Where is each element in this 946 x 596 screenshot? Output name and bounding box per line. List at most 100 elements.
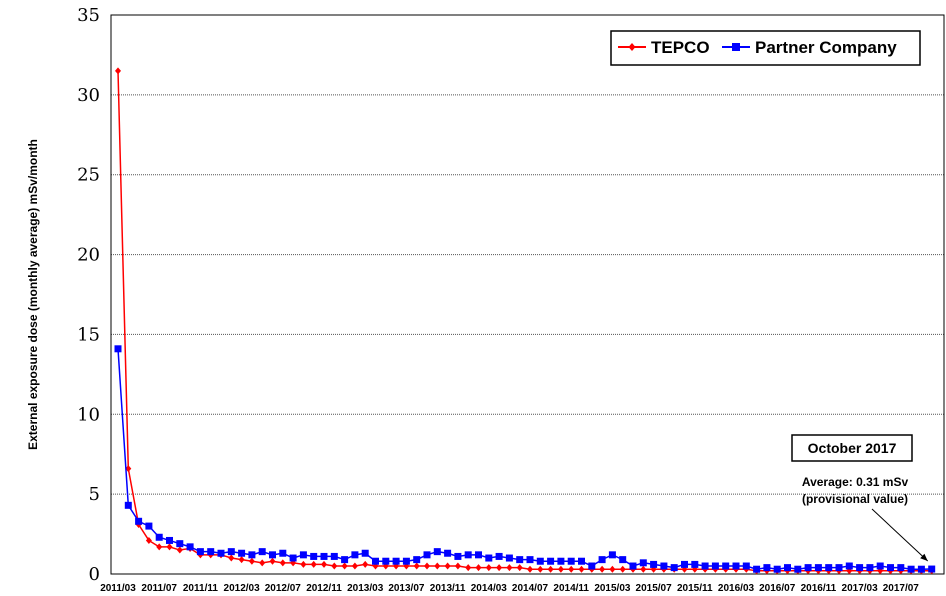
legend: TEPCO Partner Company bbox=[610, 30, 921, 66]
data-point bbox=[433, 548, 441, 556]
plot-frame bbox=[110, 14, 945, 575]
annotation-line2: (provisional value) bbox=[802, 492, 908, 506]
data-point bbox=[722, 562, 730, 570]
data-point bbox=[361, 549, 369, 557]
data-point bbox=[258, 548, 266, 556]
data-point bbox=[289, 554, 297, 562]
axes bbox=[110, 14, 945, 575]
data-point bbox=[825, 564, 833, 572]
data-point bbox=[351, 562, 358, 570]
data-point bbox=[578, 565, 585, 573]
data-point bbox=[475, 564, 482, 572]
data-point bbox=[496, 564, 503, 572]
data-point bbox=[681, 560, 688, 568]
data-point bbox=[568, 565, 575, 573]
data-point bbox=[464, 551, 472, 559]
data-point bbox=[341, 562, 348, 570]
x-tick-label: 2014/11 bbox=[553, 583, 589, 594]
data-point bbox=[135, 517, 143, 525]
data-point bbox=[526, 556, 534, 564]
data-point bbox=[156, 543, 163, 551]
data-point bbox=[269, 551, 276, 559]
data-point bbox=[465, 564, 472, 572]
data-point bbox=[155, 533, 163, 541]
data-point bbox=[444, 549, 452, 557]
x-tick-label: 2013/03 bbox=[347, 583, 384, 594]
data-point bbox=[732, 562, 740, 570]
x-tick-label: 2015/11 bbox=[677, 583, 713, 594]
annotation-arrowhead bbox=[920, 553, 928, 562]
data-point bbox=[814, 564, 822, 572]
data-point bbox=[392, 557, 400, 565]
data-point bbox=[145, 536, 152, 544]
data-point bbox=[639, 559, 647, 567]
data-point bbox=[784, 564, 791, 572]
legend-label: TEPCO bbox=[651, 38, 710, 57]
data-point bbox=[372, 557, 379, 565]
data-point bbox=[660, 562, 668, 570]
data-point bbox=[341, 556, 349, 564]
x-tick-label: 2014/03 bbox=[471, 583, 508, 594]
data-point bbox=[382, 557, 390, 565]
annotation-arrow bbox=[871, 508, 929, 562]
data-point bbox=[320, 552, 328, 560]
x-tick-label: 2015/07 bbox=[636, 583, 673, 594]
data-point bbox=[536, 557, 544, 565]
x-tick-label: 2015/03 bbox=[594, 583, 631, 594]
data-point bbox=[413, 556, 421, 564]
data-point bbox=[279, 559, 286, 567]
y-tick-label: 20 bbox=[77, 245, 100, 266]
data-point bbox=[413, 562, 420, 570]
x-tick-label: 2012/03 bbox=[224, 583, 261, 594]
data-point bbox=[495, 552, 503, 560]
data-point bbox=[619, 565, 626, 573]
data-point bbox=[609, 565, 616, 573]
series-layer bbox=[114, 67, 936, 575]
data-point bbox=[402, 557, 410, 565]
annotation-title: October 2017 bbox=[808, 440, 897, 456]
x-tick-label: 2016/11 bbox=[801, 583, 837, 594]
data-point bbox=[269, 557, 276, 565]
annotation-line1: Average: 0.31 mSv bbox=[802, 475, 909, 489]
data-point bbox=[887, 564, 894, 572]
data-point bbox=[527, 565, 533, 573]
data-point bbox=[711, 562, 719, 570]
data-point bbox=[897, 564, 905, 572]
data-point bbox=[773, 565, 781, 573]
data-point bbox=[300, 560, 307, 568]
data-point bbox=[794, 565, 802, 573]
data-point bbox=[547, 565, 554, 573]
data-point bbox=[598, 556, 606, 564]
y-tick-label: 25 bbox=[77, 165, 100, 186]
data-point bbox=[434, 562, 441, 570]
data-point bbox=[599, 565, 606, 573]
data-point bbox=[691, 560, 699, 568]
data-point bbox=[248, 551, 256, 559]
data-point bbox=[485, 554, 493, 562]
data-point bbox=[321, 560, 327, 568]
data-point bbox=[114, 345, 122, 353]
data-point bbox=[835, 564, 843, 572]
data-point bbox=[176, 540, 184, 548]
y-tick-label: 15 bbox=[77, 324, 100, 345]
data-point bbox=[423, 551, 431, 559]
x-axis-ticks: 2011/03 2011/07 2011/11 2012/03 2012/07 2012/… bbox=[100, 583, 919, 594]
data-point bbox=[238, 556, 245, 564]
legend-box bbox=[610, 30, 921, 66]
data-point bbox=[876, 562, 884, 570]
data-point bbox=[804, 564, 812, 572]
y-tick-label: 30 bbox=[77, 85, 100, 106]
data-point bbox=[485, 564, 492, 572]
x-tick-label: 2016/03 bbox=[718, 583, 755, 594]
data-point bbox=[917, 565, 925, 573]
data-point bbox=[248, 557, 255, 565]
data-point bbox=[629, 562, 637, 570]
x-tick-label: 2016/07 bbox=[759, 583, 796, 594]
data-point bbox=[196, 548, 204, 556]
data-point bbox=[217, 549, 225, 557]
legend-label: Partner Company bbox=[755, 38, 897, 57]
data-point bbox=[845, 562, 853, 570]
data-point bbox=[444, 562, 451, 570]
data-point bbox=[351, 551, 359, 559]
